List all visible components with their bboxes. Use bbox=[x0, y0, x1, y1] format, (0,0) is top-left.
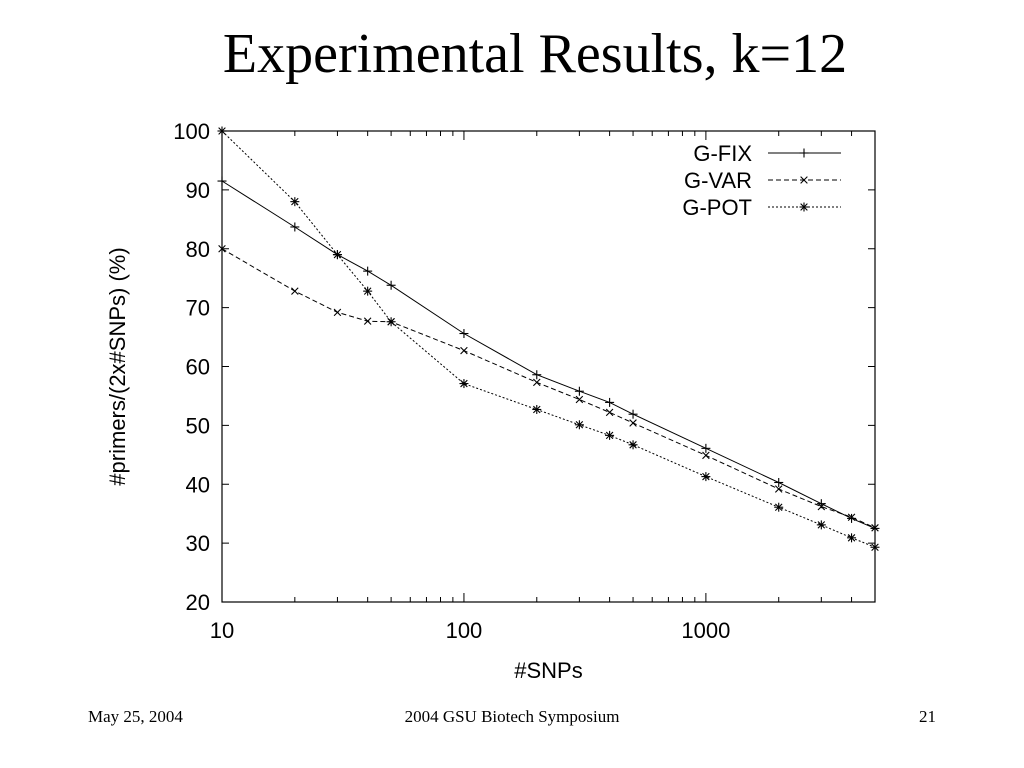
data-point-g-pot bbox=[870, 542, 880, 552]
x-tick-label: 10 bbox=[210, 618, 234, 643]
data-point-g-fix bbox=[363, 266, 373, 276]
y-tick-label: 70 bbox=[186, 296, 210, 321]
data-point-g-pot bbox=[605, 430, 615, 440]
data-point-g-fix bbox=[386, 280, 396, 290]
data-point-g-var bbox=[702, 451, 710, 460]
y-tick-label: 50 bbox=[186, 413, 210, 438]
series-line-g-pot bbox=[221, 130, 876, 548]
data-point-g-var bbox=[333, 308, 342, 317]
data-point-g-fix bbox=[774, 477, 784, 487]
data-point-g-pot bbox=[816, 520, 826, 530]
y-tick-label: 100 bbox=[173, 119, 210, 144]
data-point-g-fix bbox=[532, 370, 542, 380]
y-tick-label: 60 bbox=[186, 355, 210, 380]
footer-page-number: 21 bbox=[919, 707, 936, 726]
data-point-g-var bbox=[847, 513, 856, 521]
data-point-g-var bbox=[629, 419, 637, 427]
data-point-g-fix bbox=[217, 176, 227, 186]
series-line-g-var bbox=[221, 248, 876, 529]
data-point-g-fix bbox=[290, 222, 300, 232]
data-point-g-var bbox=[575, 395, 584, 404]
data-point-g-pot bbox=[701, 472, 711, 482]
data-point-g-pot bbox=[386, 317, 396, 327]
data-point-g-pot bbox=[774, 502, 784, 512]
data-point-g-pot bbox=[847, 533, 857, 543]
data-point-g-pot bbox=[532, 404, 542, 414]
y-tick-label: 30 bbox=[186, 531, 210, 556]
x-tick-label: 1000 bbox=[681, 618, 730, 643]
legend-label-g-var: G-VAR bbox=[684, 168, 752, 193]
data-point-g-fix bbox=[701, 443, 711, 453]
data-point-g-var bbox=[460, 346, 468, 355]
y-tick-label: 40 bbox=[186, 472, 210, 497]
data-point-g-pot bbox=[574, 420, 584, 430]
data-point-g-var bbox=[817, 502, 826, 511]
x-axis-label: #SNPs bbox=[514, 658, 582, 683]
data-point-g-pot bbox=[332, 250, 342, 260]
legend-label-g-pot: G-POT bbox=[682, 195, 752, 220]
data-point-g-var bbox=[533, 378, 541, 387]
footer-date: May 25, 2004 bbox=[88, 707, 183, 726]
footer-event: 2004 GSU Biotech Symposium bbox=[404, 707, 620, 726]
legend-label-g-fix: G-FIX bbox=[693, 141, 752, 166]
slide-title: Experimental Results, k=12 bbox=[222, 23, 848, 85]
data-point-g-var bbox=[291, 287, 299, 295]
data-point-g-var bbox=[605, 408, 614, 417]
data-point-g-pot bbox=[363, 286, 373, 296]
legend-marker-g-pot bbox=[799, 202, 809, 212]
data-point-g-var bbox=[871, 524, 879, 532]
y-tick-label: 20 bbox=[186, 590, 210, 615]
legend-marker-g-fix bbox=[799, 148, 809, 158]
data-point-g-var bbox=[218, 244, 226, 253]
y-axis-label: #primers/(2x#SNPs) (%) bbox=[105, 247, 130, 485]
y-tick-label: 80 bbox=[186, 237, 210, 262]
x-tick-label: 100 bbox=[446, 618, 483, 643]
plot-frame bbox=[221, 130, 876, 603]
data-point-g-fix bbox=[605, 397, 615, 407]
data-point-g-fix bbox=[574, 386, 584, 396]
data-point-g-fix bbox=[459, 329, 469, 339]
data-point-g-fix bbox=[628, 409, 638, 419]
data-point-g-var bbox=[363, 317, 372, 325]
data-point-g-pot bbox=[628, 440, 638, 450]
data-point-g-pot bbox=[217, 126, 227, 136]
data-point-g-var bbox=[774, 485, 783, 493]
y-tick-label: 90 bbox=[186, 178, 210, 203]
data-point-g-pot bbox=[290, 197, 300, 207]
legend-marker-g-var bbox=[800, 176, 808, 184]
data-point-g-pot bbox=[459, 379, 469, 389]
